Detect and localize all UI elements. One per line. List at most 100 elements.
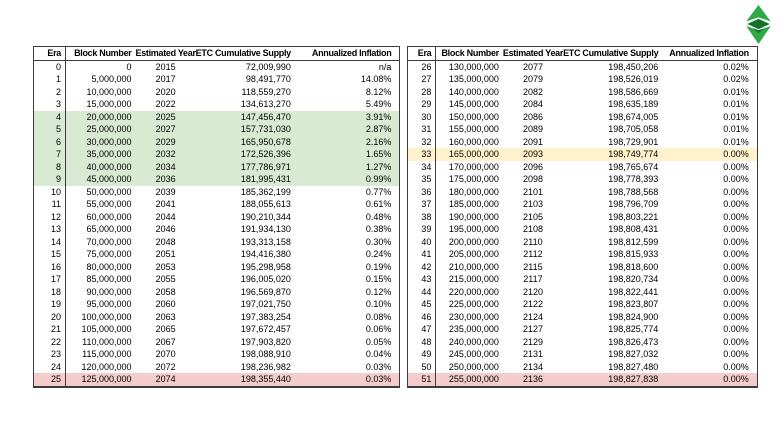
year-cell: 2060 (155, 299, 176, 309)
table-row: 0 0 2015 72,009,990 n/a (33, 60, 400, 73)
block-cell: 160,000,000 (448, 136, 499, 147)
year-cell: 2044 (155, 211, 176, 222)
era-cell: 37 (407, 198, 437, 211)
inflation-cell: 1.27% (299, 160, 400, 173)
block-cell: 80,000,000 (86, 261, 132, 272)
table-row: 37 185,000,000 2103 198,796,709 0.00% (407, 198, 757, 211)
supply-cell: 191,934,130 (240, 224, 291, 234)
inflation-cell: 0.00% (723, 324, 749, 334)
supply-cell: 198,812,599 (608, 236, 659, 247)
inflation-cell: 0.00% (723, 349, 749, 359)
era-cell: 8 (33, 160, 66, 173)
year-cell: 2027 (135, 123, 196, 136)
table-row: 7 35,000,000 2032 172,526,396 1.65% (33, 148, 400, 161)
year-cell: 2089 (522, 124, 543, 134)
year-cell: 2051 (155, 249, 176, 259)
era-cell: 48 (407, 335, 437, 348)
column-header-block-number: Block Number (65, 46, 136, 61)
block-cell: 35,000,000 (65, 148, 136, 161)
block-cell: 185,000,000 (448, 199, 499, 209)
block-cell: 115,000,000 (82, 349, 132, 359)
year-cell: 2048 (155, 236, 176, 247)
era-cell: 13 (33, 223, 66, 236)
table-row: 42 210,000,000 2115 198,818,600 0.00% (407, 260, 757, 273)
supply-cell: 198,808,431 (608, 224, 659, 234)
inflation-cell: 0.00% (667, 373, 758, 387)
block-cell: 15,000,000 (86, 99, 132, 109)
table-row: 45 225,000,000 2122 198,823,807 0.00% (407, 298, 757, 311)
table-row: 13 65,000,000 2046 191,934,130 0.38% (33, 223, 400, 236)
inflation-cell: 0.03% (299, 373, 400, 387)
era-cell: 43 (407, 273, 437, 286)
supply-cell: 198,815,933 (608, 249, 659, 259)
table-row: 22 110,000,000 2067 197,903,820 0.05% (33, 335, 400, 348)
supply-cell: 198,749,774 (563, 148, 668, 161)
year-cell: 2072 (155, 361, 176, 372)
inflation-cell: 0.00% (723, 199, 749, 209)
era-cell: 33 (407, 148, 437, 161)
block-cell: 60,000,000 (86, 211, 132, 222)
year-cell: 2029 (135, 135, 196, 148)
year-cell: 2046 (155, 224, 176, 234)
inflation-cell: 0.02% (723, 74, 749, 84)
era-cell: 32 (407, 135, 437, 148)
supply-cell: 197,672,457 (240, 324, 291, 334)
supply-cell: 198,236,982 (240, 361, 291, 372)
supply-cell: 172,526,396 (195, 148, 300, 161)
table-row: 5 25,000,000 2027 157,731,030 2.87% (33, 123, 400, 136)
supply-cell: 197,383,254 (240, 311, 291, 322)
year-cell: 2058 (155, 286, 176, 297)
inflation-cell: 0.00% (723, 286, 749, 297)
supply-cell: 198,788,568 (608, 186, 659, 197)
column-header-era: Era (407, 46, 437, 61)
era-cell: 50 (407, 360, 437, 373)
block-cell: 105,000,000 (81, 324, 132, 334)
column-header-cumulative-supply: ETC Cumulative Supply (563, 46, 668, 61)
table-row: 17 85,000,000 2055 196,005,020 0.15% (33, 273, 400, 286)
inflation-cell: 0.24% (365, 249, 392, 259)
block-cell: 225,000,000 (448, 299, 499, 309)
column-header-block-number: Block Number (435, 46, 503, 61)
inflation-cell: 0.00% (723, 161, 749, 172)
inflation-cell: 0.00% (667, 148, 758, 161)
era-cell: 39 (407, 223, 437, 236)
year-cell: 2032 (135, 148, 196, 161)
block-cell: 165,000,000 (435, 148, 503, 161)
ethereum-classic-logo-icon (746, 5, 771, 44)
inflation-cell: 0.99% (299, 173, 400, 186)
year-cell: 2117 (523, 274, 543, 284)
year-cell: 2063 (155, 311, 176, 322)
block-cell: 5,000,000 (91, 74, 132, 84)
table-row: 28 140,000,000 2082 198,586,669 0.01% (407, 85, 757, 98)
year-cell: 2131 (522, 349, 543, 359)
era-cell: 0 (33, 60, 66, 73)
era-cell: 51 (407, 373, 437, 387)
era-cell: 40 (407, 235, 437, 248)
inflation-cell: 3.91% (299, 110, 400, 123)
era-cell: 21 (33, 323, 66, 336)
era-cell: 27 (407, 73, 437, 86)
inflation-cell: 0.00% (723, 274, 749, 284)
inflation-cell: 0.00% (723, 311, 749, 322)
table-row: 29 145,000,000 2084 198,635,189 0.01% (407, 98, 757, 111)
inflation-cell: 2.16% (299, 135, 400, 148)
inflation-cell: 5.49% (365, 99, 392, 109)
era-cell: 19 (33, 298, 66, 311)
table-row: 35 175,000,000 2098 198,778,393 0.00% (407, 173, 757, 186)
year-cell: 2067 (155, 336, 176, 347)
table-row: 44 220,000,000 2120 198,822,441 0.00% (407, 285, 757, 298)
block-cell: 55,000,000 (86, 199, 132, 209)
year-cell: 2025 (135, 110, 196, 123)
supply-cell: 197,021,750 (240, 299, 291, 309)
supply-cell: 181,995,431 (195, 173, 300, 186)
era-cell: 6 (33, 135, 66, 148)
block-cell: 195,000,000 (448, 224, 499, 234)
supply-cell: 198,586,669 (608, 86, 659, 97)
table-row: 32 160,000,000 2091 198,729,901 0.01% (407, 135, 757, 148)
inflation-cell: 1.65% (299, 148, 400, 161)
inflation-cell: n/a (378, 61, 392, 72)
era-cell: 22 (33, 335, 66, 348)
era-cell: 24 (33, 360, 66, 373)
supply-cell: 198,355,440 (195, 373, 300, 387)
